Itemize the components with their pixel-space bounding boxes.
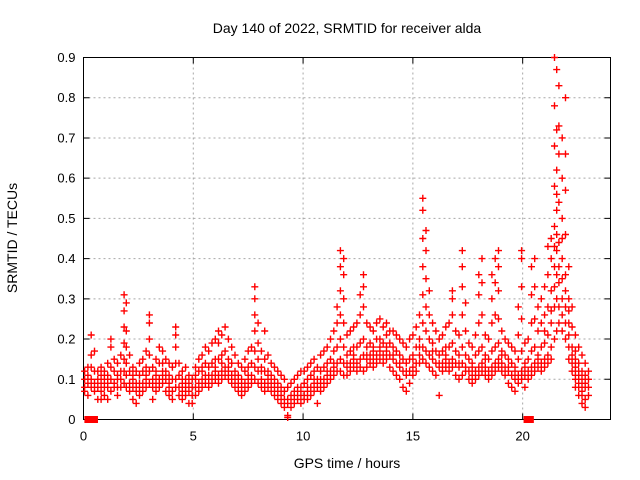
- x-tick-label: 10: [296, 429, 310, 444]
- y-tick-label: 0.9: [57, 50, 75, 65]
- y-axis-label: SRMTID / TECUs: [4, 183, 20, 293]
- x-axis-label: GPS time / hours: [294, 455, 401, 471]
- plot-border: [83, 57, 611, 420]
- tick-labels: 0 5 10 15 20 0 0.1 0.2 0.3 0.4 0.5 0.6 0.7 0.8 0.9: [57, 50, 529, 444]
- y-tick-label: 0.4: [57, 251, 75, 266]
- x-tick-label: 5: [190, 429, 197, 444]
- y-tick-label: 0: [68, 412, 75, 427]
- zero-square-marker: [90, 416, 98, 423]
- scatter-plus-markers: [81, 54, 592, 421]
- y-tick-label: 0.8: [57, 90, 75, 105]
- zero-square-marker: [526, 416, 534, 423]
- y-tick-label: 0.7: [57, 130, 75, 145]
- y-tick-label: 0.3: [57, 291, 75, 306]
- y-tick-label: 0.1: [57, 372, 75, 387]
- x-tick-label: 15: [406, 429, 420, 444]
- data-points: [81, 54, 592, 423]
- chart-title: Day 140 of 2022, SRMTID for receiver ald…: [213, 20, 482, 36]
- grid-lines: [83, 57, 611, 420]
- x-tick-label: 0: [80, 429, 87, 444]
- y-tick-label: 0.2: [57, 332, 75, 347]
- y-tick-label: 0.5: [57, 211, 75, 226]
- x-tick-label: 20: [515, 429, 529, 444]
- y-tick-label: 0.6: [57, 171, 75, 186]
